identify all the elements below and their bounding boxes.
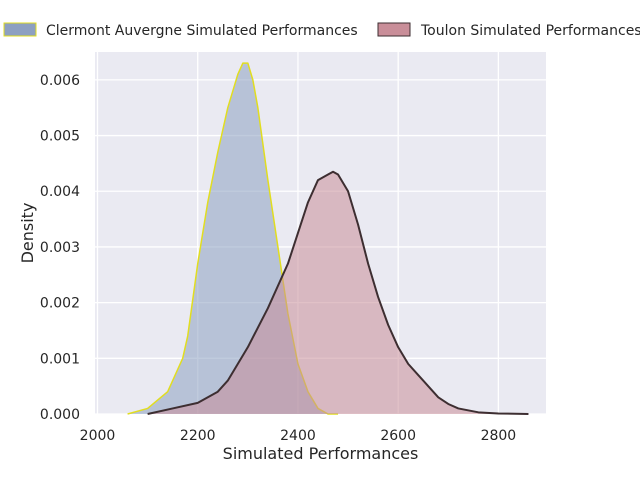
series-area-1 xyxy=(147,171,529,414)
x-tick-label: 2600 xyxy=(380,428,416,444)
y-tick-label: 0.005 xyxy=(40,129,80,145)
x-axis-label: Simulated Performances xyxy=(223,444,419,463)
series-line-1 xyxy=(147,170,529,415)
y-tick-label: 0.000 xyxy=(40,407,80,423)
y-axis-ticks: 0.000 0.001 0.002 0.003 0.004 0.005 0.006 xyxy=(40,73,80,423)
legend-swatch-0 xyxy=(3,22,37,37)
legend: Clermont Auvergne Simulated Performances… xyxy=(3,22,640,39)
x-tick-label: 2400 xyxy=(280,428,316,444)
x-axis-ticks: 2000 2200 2400 2600 2800 xyxy=(80,428,517,444)
x-tick-label: 2800 xyxy=(481,428,517,444)
y-tick-label: 0.003 xyxy=(40,240,80,256)
series-layer xyxy=(127,62,529,415)
y-tick-label: 0.006 xyxy=(40,73,80,89)
legend-swatch-1 xyxy=(377,22,411,37)
legend-label-0: Clermont Auvergne Simulated Performances xyxy=(46,23,358,39)
legend-label-1: Toulon Simulated Performances xyxy=(420,23,640,39)
x-tick-label: 2000 xyxy=(80,428,116,444)
y-tick-label: 0.002 xyxy=(40,296,80,312)
y-tick-label: 0.001 xyxy=(40,351,80,367)
x-tick-label: 2200 xyxy=(180,428,216,444)
y-tick-label: 0.004 xyxy=(40,184,80,200)
y-axis-label: Density xyxy=(18,203,37,264)
